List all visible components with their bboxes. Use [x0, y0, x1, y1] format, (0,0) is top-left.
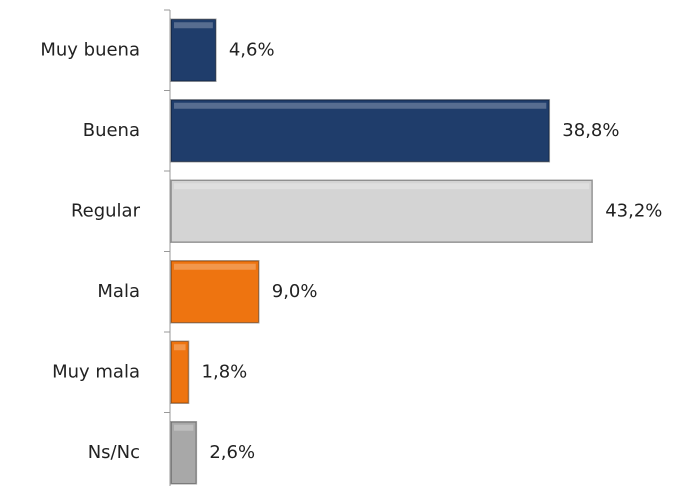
bar-highlight: [174, 102, 547, 109]
category-label: Muy mala: [52, 361, 140, 382]
value-label: 1,8%: [202, 361, 248, 382]
category-label: Mala: [97, 281, 140, 302]
value-label: 9,0%: [272, 281, 318, 302]
bar-highlight: [174, 263, 256, 270]
bar: [170, 179, 593, 243]
bar: [170, 18, 217, 82]
category-label: Buena: [83, 120, 140, 141]
value-label: 38,8%: [562, 120, 619, 141]
value-label: 4,6%: [229, 39, 275, 60]
bar-highlight: [174, 424, 194, 431]
bar: [170, 99, 551, 163]
category-label: Regular: [71, 200, 141, 221]
bar-highlight: [174, 22, 213, 29]
bar-highlight: [174, 344, 186, 351]
bar: [170, 421, 198, 485]
category-label: Ns/Nc: [88, 442, 140, 463]
bar-highlight: [174, 183, 590, 190]
category-label: Muy buena: [40, 39, 140, 60]
value-label: 2,6%: [209, 442, 255, 463]
bar: [170, 260, 260, 324]
bar: [170, 340, 190, 404]
value-label: 43,2%: [605, 200, 662, 221]
